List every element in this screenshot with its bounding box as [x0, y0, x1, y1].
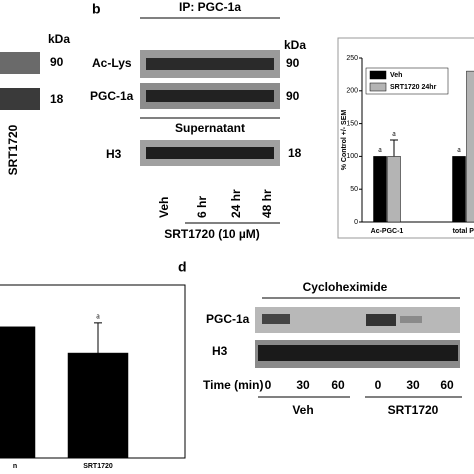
mw-label: 90	[286, 89, 300, 103]
mw-label: 18	[288, 146, 302, 160]
row-label: PGC-1a	[90, 89, 134, 103]
significance-letter: a	[96, 312, 100, 321]
y-tick-label: 0	[354, 219, 358, 226]
y-tick-label: 50	[350, 186, 358, 193]
time-value: 30	[406, 378, 420, 392]
x-tick-label: Ac-PGC-1	[371, 228, 404, 235]
mw-label: 18	[50, 92, 64, 106]
x-tick-label: total PG	[453, 228, 474, 235]
mw-label: 90	[50, 55, 64, 69]
significance-letter: a	[378, 145, 382, 154]
panel-letter: b	[92, 1, 101, 17]
panel-title: Cycloheximide	[303, 280, 388, 294]
bar	[466, 70, 474, 223]
band	[146, 90, 274, 102]
band	[258, 345, 458, 361]
supernatant-label: Supernatant	[175, 121, 245, 135]
band	[262, 314, 290, 324]
lane-label: SRT1720	[6, 124, 20, 175]
lane-label: 48 hr	[260, 189, 274, 218]
time-value: 0	[375, 378, 382, 392]
x-tick-label: SRT1720	[83, 463, 113, 470]
row-label: H3	[106, 147, 122, 161]
bar	[387, 156, 401, 223]
band	[366, 314, 396, 326]
row-label: H3	[212, 344, 228, 358]
chart-frame	[337, 37, 474, 239]
time-value: 0	[265, 378, 272, 392]
lane-label: Veh	[157, 197, 171, 218]
lane-label: 6 hr	[195, 196, 209, 218]
lane-label: 24 hr	[229, 189, 243, 218]
bar	[67, 352, 129, 459]
bar	[373, 156, 387, 223]
kda-label: kDa	[284, 38, 306, 52]
time-value: 60	[440, 378, 454, 392]
y-tick-label: 250	[346, 55, 358, 62]
y-axis-label: % Control +/- SEM	[341, 110, 348, 171]
x-tick-label: n	[13, 463, 17, 470]
band	[146, 58, 274, 70]
legend-swatch	[369, 70, 387, 80]
time-value: 60	[331, 378, 345, 392]
group-label: SRT1720	[388, 403, 439, 417]
band	[400, 316, 422, 323]
panel-letter: d	[178, 259, 187, 275]
legend-label: SRT1720 24hr	[390, 84, 437, 91]
y-tick-label: 100	[346, 153, 358, 160]
mw-label: 90	[286, 56, 300, 70]
significance-letter: a	[457, 145, 461, 154]
treatment-label: SRT1720 (10 µM)	[164, 227, 260, 241]
y-tick-label: 200	[346, 88, 358, 95]
bar	[452, 156, 466, 223]
blot	[0, 52, 40, 74]
legend-label: Veh	[390, 72, 402, 79]
row-label: PGC-1a	[206, 312, 250, 326]
group-label: Veh	[292, 403, 313, 417]
significance-letter: a	[392, 129, 396, 138]
row-label: Ac-Lys	[92, 56, 132, 70]
legend-swatch	[369, 82, 387, 92]
kda-label: kDa	[48, 32, 70, 46]
time-value: 30	[296, 378, 310, 392]
y-tick-label: 150	[346, 120, 358, 127]
time-label: Time (min)	[203, 378, 263, 392]
blot	[0, 88, 40, 110]
ip-label: IP: PGC-1a	[179, 0, 241, 14]
band	[146, 147, 274, 159]
bar	[0, 326, 36, 459]
